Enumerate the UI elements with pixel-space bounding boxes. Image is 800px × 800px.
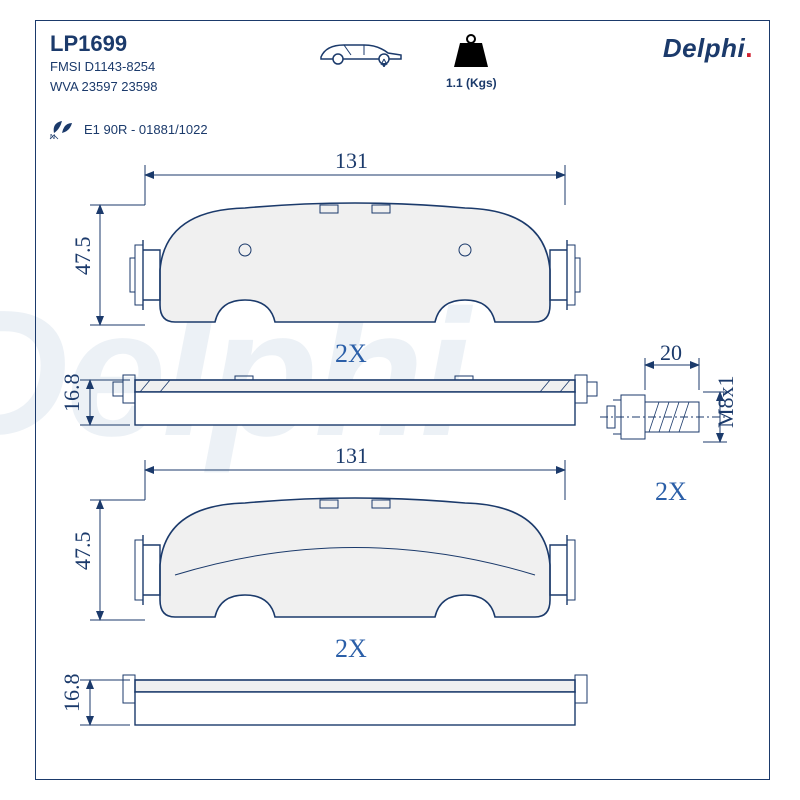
brand-logo: Delphi. <box>663 33 753 64</box>
technical-drawing: 131 47.5 2X 16.8 <box>35 150 770 780</box>
qty-pad-bottom: 2X <box>335 634 367 663</box>
leaf-icon: N <box>48 117 76 141</box>
qty-pad-top: 2X <box>335 339 367 368</box>
eco-cert-text: E1 90R - 01881/1022 <box>84 122 208 137</box>
header: LP1699 FMSI D1143-8254 WVA 23597 23598 D… <box>36 21 769 100</box>
dim-height-bottom: 47.5 <box>70 532 95 571</box>
weight-label: 1.1 (Kgs) <box>446 76 497 90</box>
lower-pad-side-view: 16.8 <box>59 674 587 726</box>
dim-width-top: 131 <box>335 150 368 173</box>
dim-width-bottom: 131 <box>335 443 368 468</box>
dim-thickness-top: 16.8 <box>59 374 84 413</box>
bolt-detail: 20 M8x1 2X <box>600 340 738 506</box>
wva-code: WVA 23597 23598 <box>50 77 755 97</box>
dim-height-top: 47.5 <box>70 237 95 276</box>
upper-pad-side-view: 16.8 2X <box>59 374 597 426</box>
dim-bolt-len: 20 <box>660 340 682 365</box>
car-front-axle-icon <box>316 35 406 72</box>
dim-thickness-bottom: 16.8 <box>59 674 84 713</box>
eco-certification: N E1 90R - 01881/1022 <box>48 117 208 141</box>
dim-thread: M8x1 <box>713 375 738 428</box>
weight-icon: 1.1 (Kgs) <box>446 33 497 90</box>
upper-pad-front-view: 131 47.5 2X <box>70 150 580 368</box>
qty-bolt: 2X <box>655 477 687 506</box>
lower-pad-front-view: 131 47.5 2X <box>70 443 575 663</box>
